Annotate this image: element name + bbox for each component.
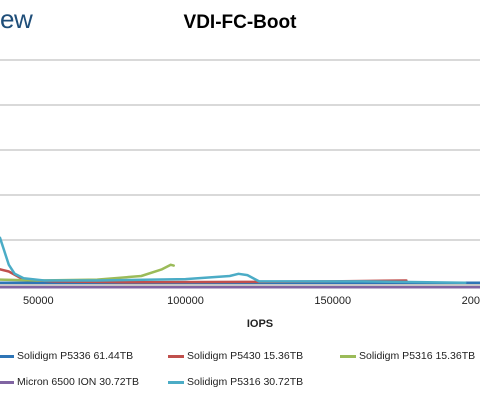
legend-item: Solidigm P5316 15.36TB bbox=[340, 349, 475, 363]
legend-swatch bbox=[0, 354, 14, 358]
x-tick-label: 50000 bbox=[23, 295, 54, 307]
x-tick-label: 200000 bbox=[462, 295, 480, 307]
legend-swatch bbox=[168, 354, 184, 358]
legend-label: Micron 6500 ION 30.72TB bbox=[17, 376, 139, 388]
legend: Solidigm P5336 61.44TB Solidigm P5430 15.… bbox=[0, 345, 480, 401]
legend-label: Solidigm P5316 15.36TB bbox=[359, 350, 476, 362]
legend-item: Solidigm P5316 30.72TB bbox=[168, 375, 303, 389]
legend-item: Solidigm P5336 61.44TB bbox=[0, 349, 133, 363]
legend-swatch bbox=[168, 380, 184, 384]
chart-title: VDI-FC-Boot bbox=[183, 12, 297, 33]
legend-label: Solidigm P5316 30.72TB bbox=[187, 376, 304, 388]
x-axis-title: IOPS bbox=[247, 318, 273, 330]
brand-logo-text: ew bbox=[0, 4, 33, 34]
legend-item: Micron 6500 ION 30.72TB bbox=[0, 375, 139, 389]
series-layer bbox=[0, 236, 480, 289]
series-line-5 bbox=[0, 236, 467, 285]
x-tick-label: 150000 bbox=[314, 295, 351, 307]
legend-label: Solidigm P5430 15.36TB bbox=[187, 350, 304, 362]
tick-layer: 50000 100000 150000 200000 bbox=[23, 295, 480, 307]
legend-label: Solidigm P5336 61.44TB bbox=[17, 350, 134, 362]
chart-svg: 50000 100000 150000 200000 IOPS bbox=[0, 59, 480, 330]
legend-swatch bbox=[0, 380, 14, 384]
legend-item: Solidigm P5430 15.36TB bbox=[168, 349, 303, 363]
grid-layer bbox=[0, 59, 480, 286]
legend-swatch bbox=[340, 354, 356, 358]
x-tick-label: 100000 bbox=[167, 295, 204, 307]
